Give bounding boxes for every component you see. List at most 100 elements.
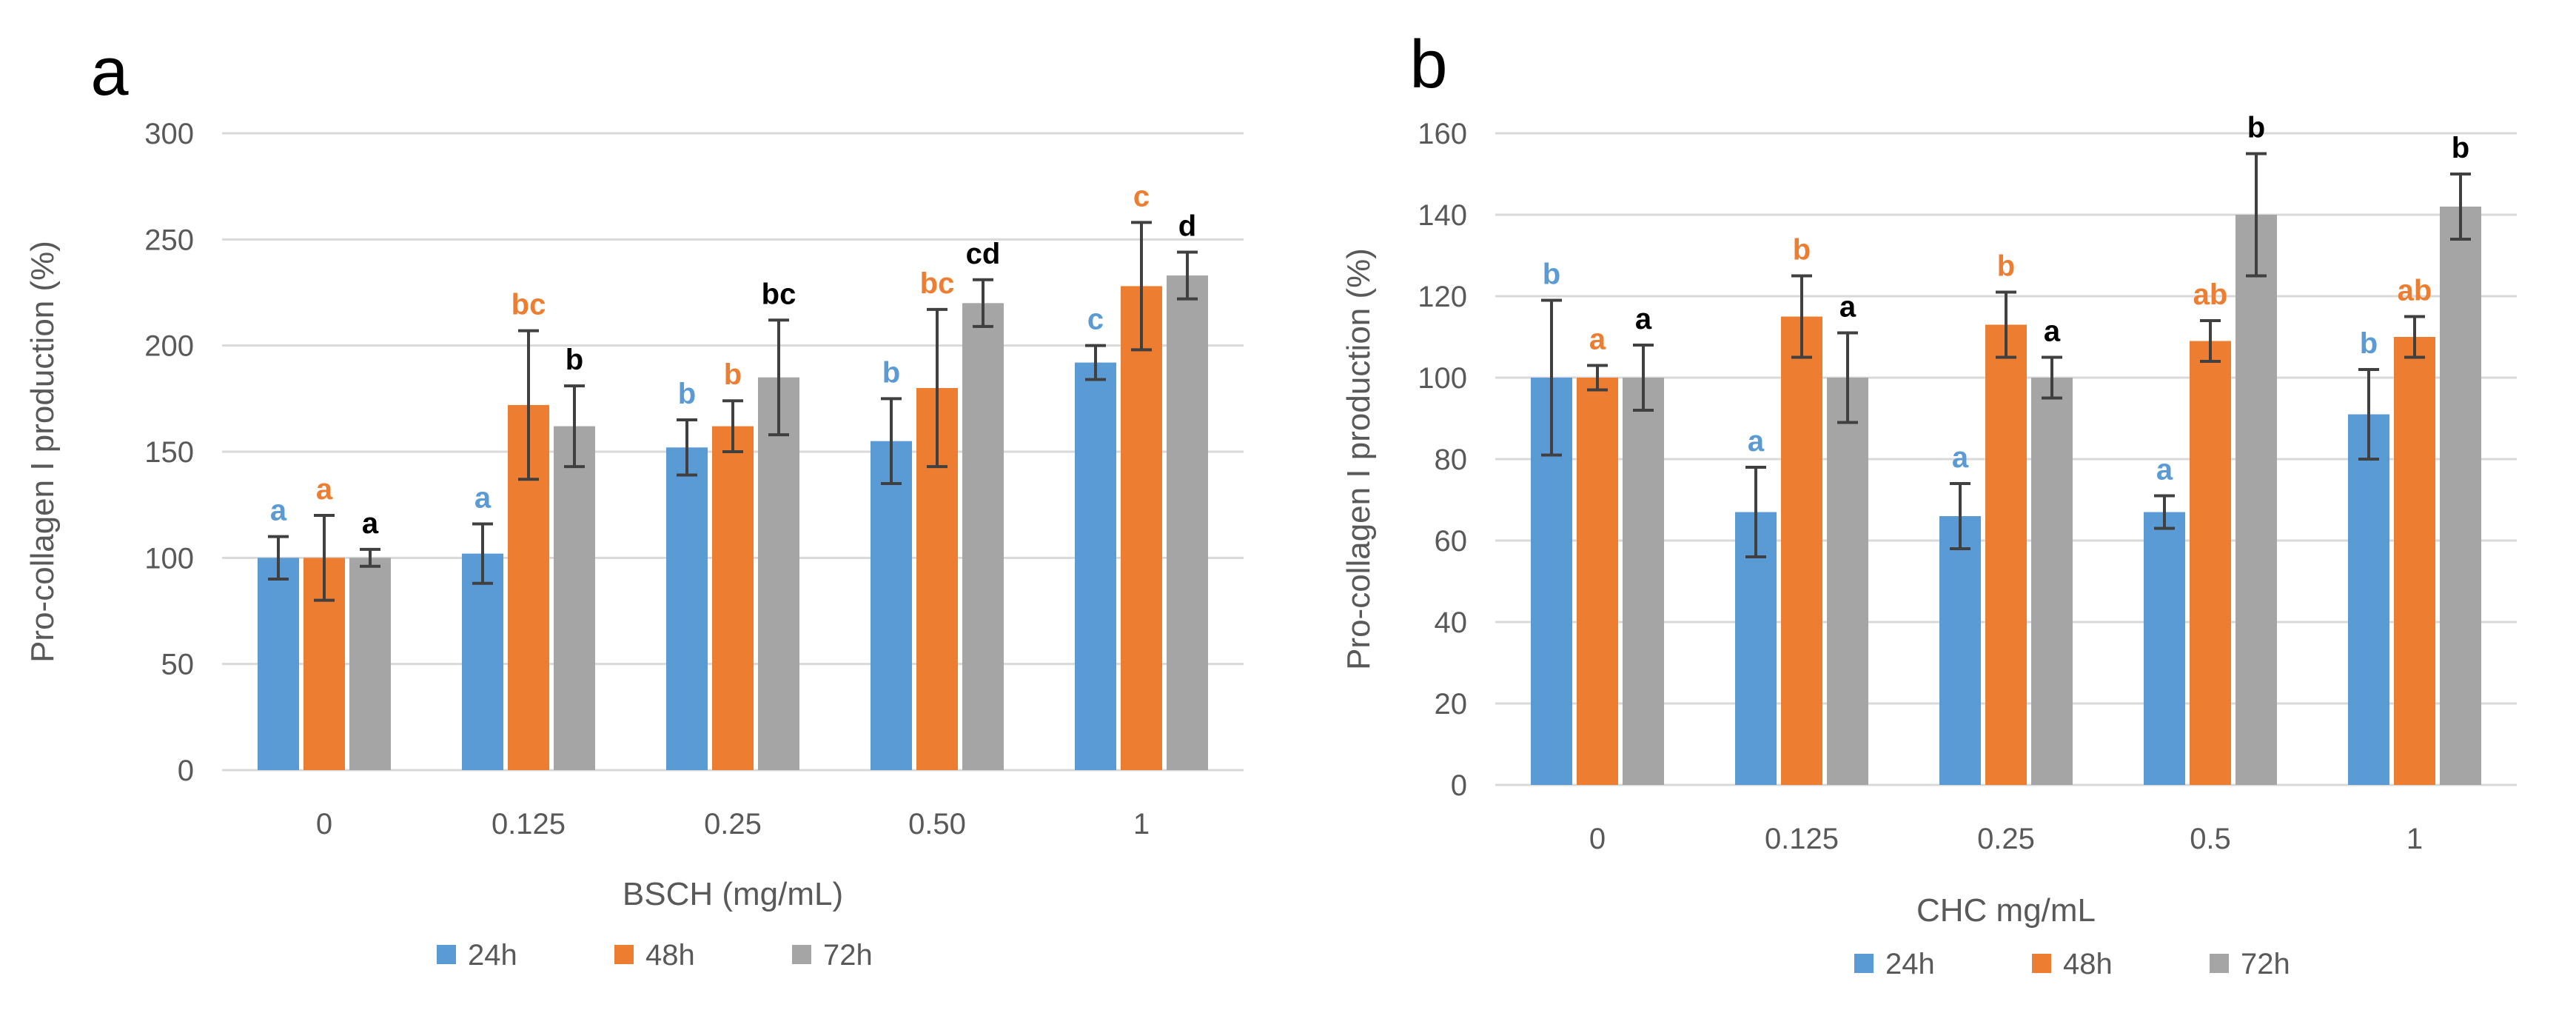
legend-swatch-72h: [792, 945, 811, 964]
bar-72h-1: [2440, 207, 2481, 785]
significance-letter: a: [1839, 291, 1856, 324]
significance-letter: b: [2247, 112, 2265, 144]
y-tick-label: 20: [1435, 688, 1468, 721]
bar-72h-1: [1167, 275, 1208, 771]
panel-label: a: [90, 34, 129, 110]
significance-letter: d: [1178, 210, 1196, 243]
legend-swatch-48h: [614, 945, 634, 964]
y-tick-label: 50: [161, 649, 195, 681]
significance-letter: a: [362, 507, 379, 540]
significance-letter: b: [566, 344, 583, 376]
significance-letter: bc: [762, 278, 796, 310]
legend-label-24h: 24h: [1885, 948, 1935, 980]
y-tick-label: 250: [144, 224, 194, 256]
bar-72h-0.50: [962, 303, 1004, 770]
y-tick-label: 100: [1418, 362, 1467, 395]
significance-letter: b: [1543, 258, 1560, 291]
x-tick-label: 0: [1589, 823, 1606, 855]
y-tick-label: 100: [144, 542, 194, 575]
bar-72h-0.125: [1827, 378, 1868, 785]
significance-letter: c: [1087, 304, 1104, 336]
significance-letter: c: [1133, 180, 1150, 213]
legend-swatch-48h: [2032, 954, 2051, 973]
y-tick-label: 150: [144, 436, 194, 469]
legend-swatch-72h: [2210, 954, 2229, 973]
significance-letter: ab: [2398, 275, 2432, 307]
bar-48h-0.5: [2190, 341, 2231, 785]
bar-24h-1: [2348, 414, 2389, 785]
bar-24h-1: [1075, 362, 1116, 771]
x-tick-label: 1: [2406, 823, 2423, 855]
x-tick-label: 0.125: [492, 808, 566, 840]
significance-letter: bc: [511, 289, 546, 321]
bar-72h-0.125: [554, 426, 595, 770]
significance-letter: ab: [2193, 278, 2228, 311]
chart-panel-b: b0204060801001201401600baa0.125aba0.25ab…: [1341, 27, 2517, 980]
x-tick-label: 0.25: [704, 808, 762, 840]
y-tick-label: 200: [144, 330, 194, 363]
significance-letter: a: [474, 481, 492, 514]
y-tick-label: 140: [1418, 199, 1467, 232]
legend-label-48h: 48h: [645, 939, 695, 972]
significance-letter: a: [316, 473, 333, 506]
bar-72h-0: [349, 558, 391, 770]
bar-48h-0.125: [1781, 316, 1822, 785]
significance-letter: a: [1748, 425, 1765, 458]
y-tick-label: 60: [1435, 525, 1468, 558]
bar-72h-0.25: [758, 377, 799, 771]
bar-48h-0.25: [712, 426, 754, 770]
bar-24h-0.125: [462, 553, 503, 770]
bar-48h-1: [2394, 337, 2435, 785]
significance-letter: a: [1952, 441, 1969, 474]
bar-72h-0: [1623, 378, 1664, 785]
significance-letter: a: [1589, 324, 1606, 356]
significance-letter: b: [2360, 327, 2378, 360]
bar-48h-0: [1577, 378, 1618, 785]
significance-letter: a: [270, 495, 287, 527]
legend-label-24h: 24h: [468, 939, 517, 972]
x-axis-title: BSCH (mg/mL): [623, 876, 843, 912]
significance-letter: cd: [966, 238, 1001, 270]
bar-48h-1: [1121, 286, 1162, 770]
x-tick-label: 1: [1133, 808, 1150, 840]
y-tick-label: 300: [144, 118, 194, 150]
y-axis-title: Pro-collagen I production (%): [24, 241, 61, 663]
legend-swatch-24h: [437, 945, 456, 964]
y-tick-label: 160: [1418, 118, 1467, 150]
bar-24h-0.5: [2144, 512, 2185, 785]
x-tick-label: 0.50: [908, 808, 966, 840]
x-axis-title: CHC mg/mL: [1916, 892, 2096, 929]
bar-48h-0.25: [1985, 324, 2027, 785]
bar-24h-0.25: [1939, 516, 1981, 785]
y-axis-title: Pro-collagen I production (%): [1341, 248, 1377, 670]
significance-letter: b: [2452, 132, 2469, 164]
y-tick-label: 120: [1418, 281, 1467, 313]
legend-label-48h: 48h: [2063, 948, 2113, 980]
significance-letter: b: [882, 356, 900, 389]
bar-72h-0.25: [2031, 378, 2073, 785]
significance-letter: a: [2044, 315, 2061, 348]
significance-letter: b: [1793, 234, 1811, 267]
panel-label: b: [1409, 27, 1447, 102]
y-tick-label: 80: [1435, 444, 1468, 476]
significance-letter: a: [1635, 303, 1652, 335]
bar-24h-0: [258, 558, 299, 770]
legend-label-72h: 72h: [823, 939, 873, 972]
bar-24h-0.25: [666, 447, 708, 770]
significance-letter: b: [678, 378, 696, 410]
legend-swatch-24h: [1854, 954, 1874, 973]
significance-letter: a: [2156, 454, 2173, 487]
y-tick-label: 0: [1451, 769, 1467, 802]
bar-72h-0.5: [2235, 215, 2277, 785]
x-tick-label: 0.125: [1765, 823, 1839, 855]
y-tick-label: 0: [178, 755, 194, 787]
x-tick-label: 0.5: [2190, 823, 2231, 855]
x-tick-label: 0.25: [1977, 823, 2035, 855]
chart-panel-a: a0501001502002503000aaa0.125abcb0.25bbbc…: [24, 34, 1244, 972]
x-tick-label: 0: [316, 808, 332, 840]
significance-letter: b: [1997, 250, 2015, 283]
legend-label-72h: 72h: [2241, 948, 2290, 980]
bar-24h-0.50: [871, 441, 912, 770]
